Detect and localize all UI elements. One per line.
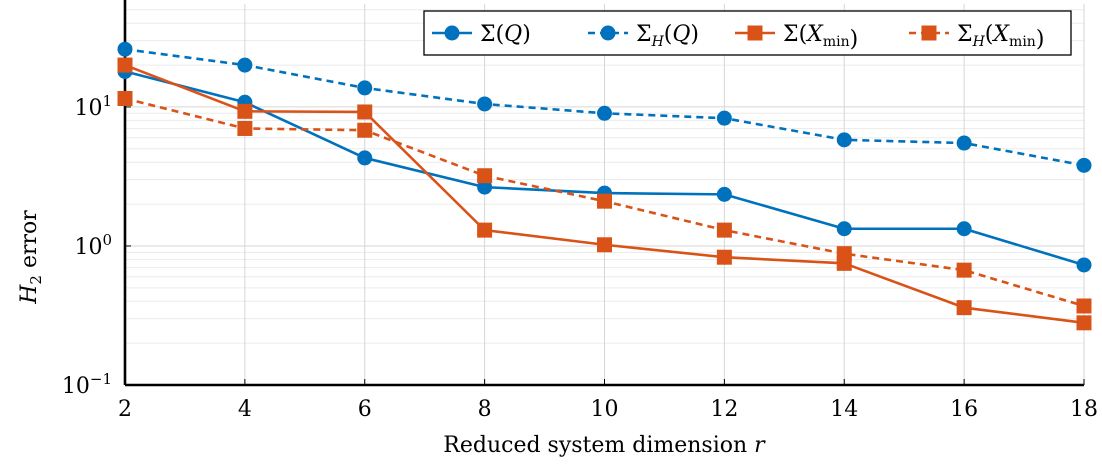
- legend-marker: [747, 25, 763, 41]
- data-point: [117, 90, 133, 106]
- x-tick-label: 12: [710, 397, 738, 422]
- x-tick-label: 16: [950, 397, 978, 422]
- data-point: [1076, 257, 1092, 273]
- y-tick-label: 100: [74, 231, 112, 260]
- data-point: [716, 110, 732, 126]
- data-point: [477, 168, 493, 184]
- data-point: [597, 105, 612, 121]
- data-point: [597, 193, 612, 209]
- series-group: [117, 41, 1092, 173]
- legend-marker: [444, 25, 460, 41]
- data-point: [836, 221, 852, 237]
- x-axis-label: Reduced system dimension r: [443, 433, 766, 458]
- data-point: [477, 222, 493, 238]
- legend: Σ(Q) ΣH(Q) Σ(Xmin) ΣH(Xmin): [423, 10, 1072, 56]
- data-point: [1076, 157, 1092, 173]
- legend-marker: [921, 25, 937, 41]
- data-point: [237, 120, 253, 136]
- x-tick-label: 6: [358, 397, 372, 422]
- data-point: [117, 41, 133, 57]
- data-point: [716, 186, 732, 202]
- legend-item: ΣH(Xmin): [909, 22, 1044, 52]
- data-point: [477, 96, 493, 112]
- legend-marker: [600, 25, 616, 41]
- x-tick-label: 10: [591, 397, 619, 422]
- tick-labels: 2 4 6 8 10 12 14 16 18 10−1 100 101: [62, 92, 1098, 422]
- data-point: [357, 80, 373, 96]
- legend-label: Σ(Xmin): [783, 22, 858, 52]
- data-point: [716, 222, 732, 238]
- x-tick-label: 2: [118, 397, 132, 422]
- legend-label: ΣH(Xmin): [957, 22, 1044, 52]
- legend-item: Σ(Xmin): [735, 22, 858, 52]
- y-tick-label: 101: [74, 92, 112, 121]
- data-point: [357, 104, 373, 120]
- data-point: [357, 122, 373, 138]
- legend-item: ΣH(Q): [588, 22, 699, 50]
- data-point: [597, 237, 612, 253]
- x-tick-label: 14: [830, 397, 858, 422]
- data-point: [956, 135, 972, 151]
- y-axis-label: H2 error: [17, 210, 45, 305]
- series-layer: [117, 41, 1092, 331]
- series-group: [117, 90, 1092, 314]
- data-point: [956, 221, 972, 237]
- x-tick-label: 4: [238, 397, 252, 422]
- data-point: [1076, 315, 1092, 331]
- legend-label: Σ(Q): [480, 22, 531, 47]
- data-point: [956, 300, 972, 316]
- legend-label: ΣH(Q): [636, 22, 699, 50]
- data-point: [836, 246, 852, 262]
- data-point: [1076, 298, 1092, 314]
- y-tick-label: 10−1: [62, 370, 112, 399]
- data-point: [237, 103, 253, 119]
- data-point: [357, 150, 373, 166]
- x-tick-label: 18: [1070, 397, 1098, 422]
- data-point: [716, 249, 732, 265]
- data-point: [956, 262, 972, 278]
- data-point: [836, 132, 852, 148]
- x-tick-label: 8: [478, 397, 492, 422]
- series-group: [117, 57, 1092, 331]
- data-point: [237, 57, 253, 73]
- data-point: [117, 57, 133, 73]
- legend-item: Σ(Q): [432, 22, 531, 47]
